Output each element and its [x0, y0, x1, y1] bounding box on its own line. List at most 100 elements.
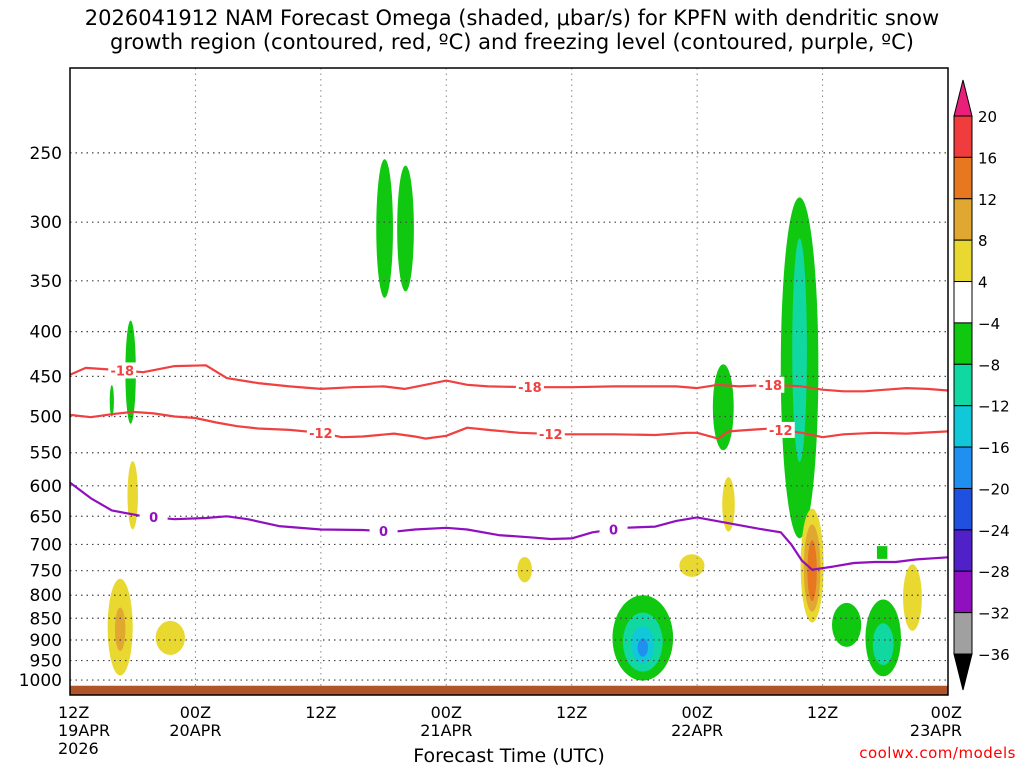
x-tick-date-84: 23APR	[910, 721, 962, 740]
colorbar-box	[953, 487, 973, 531]
y-tick-label-850: 850	[30, 609, 62, 629]
contour-freezing-level	[69, 481, 949, 571]
y-tick-label-400: 400	[30, 323, 62, 343]
x-tick-label-84: 00Z	[931, 703, 962, 722]
omega-region-blue-880-a	[637, 638, 649, 657]
contour-label-bg	[369, 523, 398, 540]
x-axis-label: Forecast Time (UTC)	[413, 745, 604, 767]
omega-region-green-300-left	[376, 159, 393, 298]
colorbar-box	[953, 612, 973, 655]
contour-label-dgz-minus12-1: -12	[539, 428, 563, 443]
colorbar-box	[953, 446, 973, 489]
terrain-band	[70, 685, 948, 695]
colorbar-box	[953, 405, 973, 448]
omega-region-yellow-740a	[517, 556, 532, 583]
omega-region-green-300-right	[397, 165, 414, 292]
contour-label-bg	[139, 509, 168, 526]
contour-label-freezing-level-0: 0	[149, 511, 158, 526]
contour-lines: -18 -18 -18 -12 -12 -12 0 0 0	[69, 362, 949, 571]
x-tick-label-12: 00Z	[180, 703, 211, 722]
plot-frame	[69, 67, 949, 696]
x-tick-label-0: 12Z	[58, 703, 89, 722]
colorbar-box	[953, 529, 973, 572]
x-tick-label-72: 12Z	[807, 703, 838, 722]
contour-label-bg	[766, 421, 795, 438]
x-tick-year-0: 2026	[58, 739, 99, 758]
y-tick-label-450: 450	[30, 367, 62, 387]
omega-region-yellow-790	[903, 564, 922, 631]
colorbar-bottom-triangle	[953, 653, 973, 691]
omega-region-orange-870	[114, 607, 126, 652]
y-tick-label-900: 900	[30, 631, 62, 651]
title-line-1: 2026041912 NAM Forecast Omega (shaded, μ…	[84, 6, 940, 30]
colorbar-top-triangle	[953, 79, 973, 117]
contour-label-dgz-minus18-2: -18	[759, 379, 783, 394]
contour-label-freezing-level-2: 0	[609, 523, 618, 538]
colorbar-label: −24	[978, 522, 1010, 540]
colorbar-label: −28	[978, 563, 1010, 581]
contour-label-bg	[756, 376, 785, 393]
contour-label-dgz-minus18-1: -18	[518, 381, 542, 396]
y-tick-label-1000: 1000	[19, 671, 62, 691]
colorbar-label: −4	[978, 315, 1000, 333]
contour-label-dgz-minus18-0: -18	[111, 364, 135, 379]
y-tick-label-350: 350	[30, 272, 62, 292]
colorbar-box	[953, 363, 973, 407]
watermark: coolwx.com/models	[859, 744, 1016, 762]
contour-label-dgz-minus12-0: -12	[309, 427, 333, 442]
x-tick-date-36: 21APR	[420, 721, 472, 740]
contour-label-bg	[108, 362, 137, 379]
colorbar-label: −32	[978, 605, 1010, 623]
x-tick-label-36: 00Z	[431, 703, 462, 722]
contour-label-dgz-minus12-2: -12	[769, 424, 793, 439]
colorbar-label: −20	[978, 480, 1010, 498]
y-tick-label-800: 800	[30, 586, 62, 606]
y-tick-label-700: 700	[30, 535, 62, 555]
omega-region-teal-890-c	[872, 623, 894, 666]
colorbar-box	[953, 156, 973, 200]
colorbar-label: 4	[978, 274, 988, 292]
chart-title: 2026041912 NAM Forecast Omega (shaded, μ…	[0, 6, 1024, 54]
contour-label-freezing-level-1: 0	[379, 525, 388, 540]
contour-label-bg	[536, 425, 565, 442]
colorbar-label: −8	[978, 356, 1000, 374]
y-tick-label-550: 550	[30, 444, 62, 464]
omega-region-yellow-740b	[679, 554, 705, 577]
x-tick-date-12: 20APR	[169, 721, 221, 740]
x-tick-label-24: 12Z	[305, 703, 336, 722]
grid	[69, 68, 949, 695]
omega-region-teal-column	[792, 238, 807, 462]
y-tick-label-600: 600	[30, 477, 62, 497]
x-tick-label-60: 00Z	[681, 703, 712, 722]
colorbar-label: 16	[978, 149, 997, 167]
omega-region-green-460-b	[109, 385, 114, 417]
colorbar-label: 20	[978, 108, 997, 126]
contour-label-bg	[599, 521, 628, 538]
y-tick-label-300: 300	[30, 213, 62, 233]
omega-region-yellow-890	[155, 620, 185, 655]
omega-region-yellow-630	[722, 477, 735, 532]
y-tick-label-950: 950	[30, 652, 62, 672]
colorbar-box	[953, 570, 973, 614]
y-tick-label-250: 250	[30, 144, 62, 164]
y-tick-label-650: 650	[30, 507, 62, 527]
contour-dgz-minus18	[69, 364, 949, 393]
colorbar-label: 8	[978, 232, 988, 250]
colorbar-label: 12	[978, 191, 997, 209]
contour-label-bg	[515, 379, 544, 396]
colorbar-box	[953, 115, 973, 158]
y-tick-label-750: 750	[30, 562, 62, 582]
omega-region-green-860-b	[831, 602, 862, 647]
colorbar-box	[953, 281, 973, 324]
omega-shading	[107, 159, 922, 681]
x-tick-date-60: 22APR	[671, 721, 723, 740]
colorbar-label: −36	[978, 646, 1010, 664]
y-tick-label-500: 500	[30, 407, 62, 427]
colorbar: 20 16 12 8 4 −4 −8 −12 −16 −20 −24 −28 −32 −36	[953, 79, 1010, 691]
colorbar-box	[953, 322, 973, 365]
x-tick-label-48: 12Z	[556, 703, 587, 722]
y-axis: 2503003504004505005506006507007508008509…	[19, 144, 62, 691]
omega-region-green-square	[876, 546, 888, 559]
